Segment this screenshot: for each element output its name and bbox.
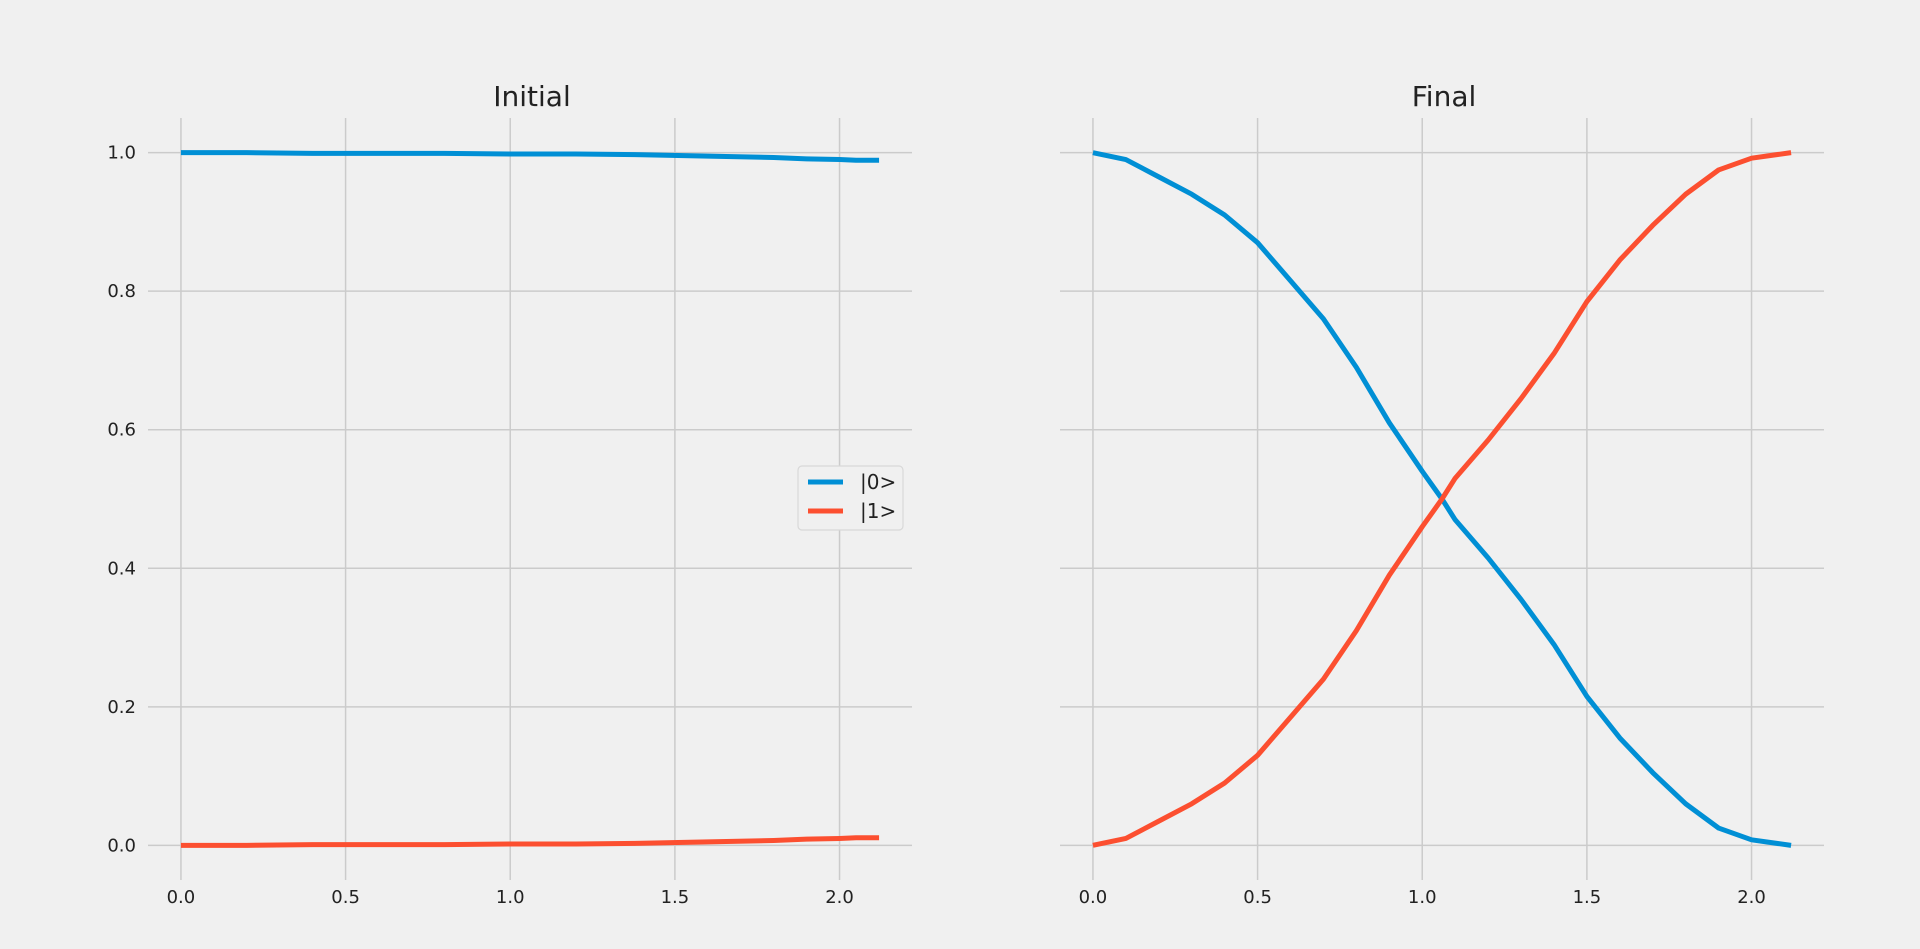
x-tick-label: 1.0 — [1408, 887, 1437, 908]
x-tick-label: 2.0 — [825, 887, 854, 908]
series-line-one-initial — [180, 835, 880, 848]
y-tick-label: 0.0 — [107, 835, 136, 856]
y-tick-label: 0.2 — [107, 697, 136, 718]
panel-title-final: Final — [1412, 80, 1477, 113]
x-tick-label: 0.0 — [167, 887, 196, 908]
series-lines-final — [1092, 150, 1792, 848]
legend-label-one: |1> — [860, 499, 896, 523]
x-tick-label: 0.5 — [331, 887, 360, 908]
y-tick-labels-initial: 0.0 0.2 0.4 0.6 0.8 1.0 — [107, 143, 136, 857]
legend: |0> |1> — [797, 465, 904, 531]
x-tick-labels-final: 0.0 0.5 1.0 1.5 2.0 — [1079, 887, 1766, 908]
x-tick-label: 0.5 — [1243, 887, 1272, 908]
x-tick-label: 2.0 — [1737, 887, 1766, 908]
grid-final — [1060, 118, 1824, 880]
y-tick-label: 0.4 — [107, 558, 136, 579]
x-tick-label: 1.5 — [1573, 887, 1602, 908]
x-tick-label: 0.0 — [1079, 887, 1108, 908]
x-tick-label: 1.0 — [496, 887, 525, 908]
x-tick-labels-initial: 0.0 0.5 1.0 1.5 2.0 — [167, 887, 854, 908]
y-tick-label: 0.8 — [107, 281, 136, 302]
series-line-zero-initial — [180, 150, 880, 163]
series-lines-initial — [180, 150, 880, 848]
x-tick-label: 1.5 — [661, 887, 690, 908]
panel-final: Final 0.0 0.5 1.0 1.5 2.0 — [1060, 80, 1824, 908]
series-line-one-final — [1092, 150, 1792, 848]
panel-initial: Initial 0.0 0.5 1.0 1.5 2.0 0.0 0.2 0.4 0.6 0.8 1… — [107, 80, 912, 908]
legend-label-zero: |0> — [860, 470, 896, 494]
y-tick-label: 0.6 — [107, 420, 136, 441]
panel-title-initial: Initial — [493, 80, 570, 113]
y-tick-label: 1.0 — [107, 143, 136, 164]
